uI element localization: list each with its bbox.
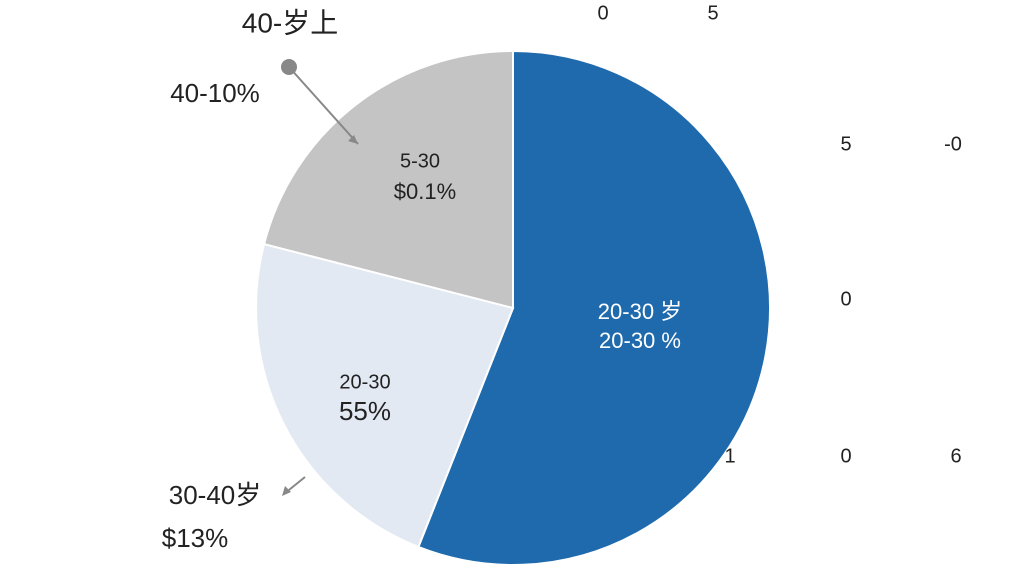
annotation: 20-30 % xyxy=(599,328,681,353)
pie-slice xyxy=(417,49,771,566)
annotation: $0.1% xyxy=(394,179,456,204)
pie xyxy=(255,49,771,566)
annotation: 40-岁上 xyxy=(242,7,338,38)
annotation: 5-30 xyxy=(400,150,440,172)
pointer-head xyxy=(348,135,358,144)
pie-slice xyxy=(255,242,515,549)
annotation: 5 xyxy=(840,133,851,155)
annotation: 5 xyxy=(707,2,718,24)
annotation: 55% xyxy=(339,396,391,426)
annotations: 40-岁上 40-10% 5-30 $0.1% 20-30 岁 20-30 % 20-30 5… xyxy=(162,2,962,553)
annotation: 1 xyxy=(724,445,735,467)
annotation: $13% xyxy=(162,523,229,553)
pointer-line xyxy=(288,66,359,145)
pointer-head xyxy=(282,486,291,496)
annotation: 0 xyxy=(840,445,851,467)
annotation: 40-10% xyxy=(170,78,260,108)
annotation: 20-30 岁 xyxy=(598,299,682,324)
annotation: 0 xyxy=(840,288,851,310)
annotation: 20-30 xyxy=(339,371,390,393)
pointer xyxy=(281,59,359,496)
annotation: 6 xyxy=(950,445,961,467)
annotation: -0 xyxy=(944,133,962,155)
annotation: 0 xyxy=(597,2,608,24)
annotation: 30-40岁 xyxy=(169,480,262,510)
pie-slice xyxy=(262,49,514,310)
